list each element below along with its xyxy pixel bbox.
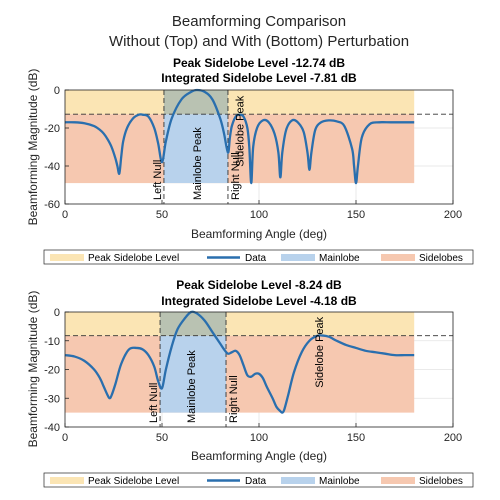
top-chart-title-line-1: Peak Sidelobe Level -12.74 dB <box>173 56 345 70</box>
left-null-annotation: Left Null <box>152 160 164 200</box>
bottom-chart-y-axis-label: Beamforming Magnitude (dB) <box>26 291 40 448</box>
x-tick-label: 200 <box>444 432 462 444</box>
x-tick-label: 0 <box>62 432 68 444</box>
legend-label-data: Data <box>245 476 267 487</box>
sidelobe-peak-annotation: Sidelobe Peak <box>314 316 326 387</box>
y-tick-label: -10 <box>44 336 60 348</box>
data-line <box>64 310 415 414</box>
y-tick-label: -40 <box>44 422 60 434</box>
bottom-chart-legend: Peak Sidelobe Level Data Mainlobe Sidelo… <box>43 472 474 488</box>
x-tick-label: 0 <box>62 209 68 221</box>
right-null-annotation: Right Null <box>228 375 240 423</box>
x-tick-label: 50 <box>156 432 168 444</box>
bottom-chart-x-axis-label: Beamforming Angle (deg) <box>191 449 327 463</box>
y-tick-label: 0 <box>54 85 60 97</box>
y-tick-label: -20 <box>44 123 60 135</box>
bottom-chart-title-line-2: Integrated Sidelobe Level -4.18 dB <box>161 294 357 308</box>
bottom-chart-plot-area: Left Null Mainlobe Peak Right Null Sidelobe… <box>44 307 462 444</box>
y-tick-label: -20 <box>44 365 60 377</box>
figure-title-line-2: Without (Top) and With (Bottom) Perturba… <box>109 33 409 50</box>
legend-label-peak-sidelobe-level: Peak Sidelobe Level <box>88 253 179 264</box>
legend-swatch-peak-sidelobe-level <box>50 254 84 261</box>
mainlobe-peak-annotation: Mainlobe Peak <box>186 350 198 423</box>
right-null-annotation: Right Null <box>230 152 242 200</box>
top-chart-y-axis-label: Beamforming Magnitude (dB) <box>26 69 40 226</box>
bottom-chart: Peak Sidelobe Level -8.24 dB Integrated … <box>26 278 474 488</box>
x-tick-label: 50 <box>156 209 168 221</box>
legend-label-mainlobe: Mainlobe <box>319 476 360 487</box>
x-tick-label: 150 <box>347 209 365 221</box>
legend-label-data: Data <box>245 253 267 264</box>
y-tick-label: -30 <box>44 393 60 405</box>
top-chart-plot-area: Left Null Mainlobe Peak Right NullSidelobe… <box>44 85 462 221</box>
legend-label-mainlobe: Mainlobe <box>319 253 360 264</box>
data-line <box>64 88 415 185</box>
legend-label-peak-sidelobe-level: Peak Sidelobe Level <box>88 476 179 487</box>
legend-box <box>43 472 474 488</box>
mainlobe-peak-overlap <box>160 312 227 336</box>
legend-label-sidelobes: Sidelobes <box>419 253 463 264</box>
peak-sidelobe-level-band <box>65 312 415 336</box>
figure-title-line-1: Beamforming Comparison <box>172 13 346 30</box>
legend-box <box>43 249 474 265</box>
top-chart-x-axis-label: Beamforming Angle (deg) <box>191 227 327 241</box>
mainlobe-region <box>163 114 228 184</box>
legend-swatch-sidelobes <box>381 254 415 261</box>
mainlobe-peak-annotation: Mainlobe Peak <box>192 127 204 200</box>
legend-swatch-peak-sidelobe-level <box>50 477 84 484</box>
top-chart-legend: Peak Sidelobe Level Data Mainlobe Sidelo… <box>43 249 474 265</box>
y-tick-label: -60 <box>44 199 60 211</box>
peak-sidelobe-level-band <box>65 90 415 115</box>
y-tick-label: 0 <box>54 307 60 319</box>
x-tick-label: 150 <box>347 432 365 444</box>
y-tick-label: -40 <box>44 161 60 173</box>
legend-swatch-mainlobe <box>281 477 315 484</box>
left-null-annotation: Left Null <box>148 383 160 423</box>
x-tick-label: 100 <box>250 432 268 444</box>
bottom-chart-title-line-1: Peak Sidelobe Level -8.24 dB <box>176 278 342 292</box>
legend-swatch-mainlobe <box>281 254 315 261</box>
top-chart: Peak Sidelobe Level -12.74 dB Integrated… <box>26 56 474 265</box>
x-tick-label: 200 <box>444 209 462 221</box>
legend-label-sidelobes: Sidelobes <box>419 476 463 487</box>
top-chart-title-line-2: Integrated Sidelobe Level -7.81 dB <box>161 71 357 85</box>
sidelobe-peak-annotation: Sidelobe Peak <box>235 95 247 166</box>
x-tick-label: 100 <box>250 209 268 221</box>
legend-swatch-sidelobes <box>381 477 415 484</box>
